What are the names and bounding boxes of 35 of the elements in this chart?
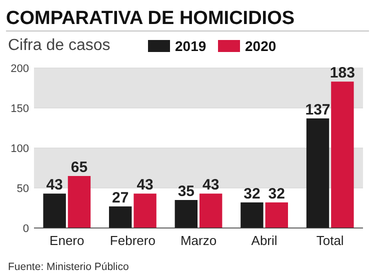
bar — [265, 202, 288, 228]
x-tick-label: Marzo — [180, 233, 217, 248]
x-tick-label: Total — [316, 233, 344, 248]
x-tick-label: Enero — [50, 233, 84, 248]
bar — [68, 176, 91, 228]
data-label: 35 — [178, 183, 195, 200]
y-tick-label: 150 — [10, 102, 29, 115]
bar — [331, 82, 354, 228]
data-label: 27 — [112, 189, 129, 206]
chart-title: COMPARATIVA DE HOMICIDIOS — [6, 8, 295, 29]
chart-subtitle: Cifra de casos — [8, 37, 110, 54]
y-tick-label: 100 — [10, 142, 29, 155]
y-tick-label: 50 — [16, 182, 29, 195]
bar — [134, 194, 156, 228]
data-label: 43 — [202, 176, 220, 194]
data-label: 137 — [305, 101, 330, 118]
bar — [240, 202, 264, 228]
x-tick-label: Febrero — [110, 233, 156, 248]
bar — [43, 194, 66, 228]
y-tick-label: 0 — [22, 222, 29, 235]
bar — [306, 118, 330, 228]
data-label: 65 — [70, 159, 88, 176]
bar — [174, 200, 198, 228]
legend-label: 2019 — [175, 38, 206, 54]
data-label: 43 — [136, 176, 154, 194]
data-label: 43 — [46, 176, 63, 194]
legend-label: 2020 — [245, 38, 276, 54]
data-label: 32 — [268, 185, 285, 202]
bar — [199, 194, 222, 228]
data-label: 183 — [330, 64, 355, 82]
data-label: 32 — [244, 185, 260, 202]
y-tick-label: 200 — [10, 62, 29, 75]
bar — [109, 206, 132, 228]
source-note: Fuente: Ministerio Público — [8, 261, 129, 273]
x-tick-label: Abril — [251, 233, 278, 248]
